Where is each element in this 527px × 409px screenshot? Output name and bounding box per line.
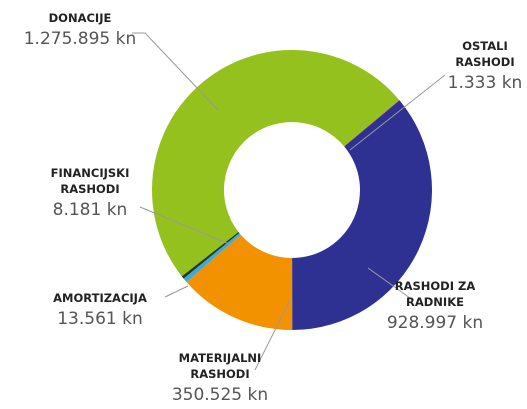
value-label: 1.275.895 kn [23,29,137,49]
value-label: 928.997 kn [386,313,484,333]
category-label: FINANCIJSKI RASHODI [50,166,130,196]
donut-slice [181,231,240,279]
slice-label: AMORTIZACIJA 13.561 kn [30,290,170,329]
value-label: 8.181 kn [52,200,128,220]
leader-line [164,285,189,298]
leader-line [367,267,411,299]
category-label: AMORTIZACIJA [53,291,147,305]
value-label: 350.525 kn [171,385,269,405]
slice-label: MATERIJALNI RASHODI 350.525 kn [150,350,290,405]
slice-label: FINANCIJSKI RASHODI 8.181 kn [30,165,150,220]
donut-slice [292,100,433,330]
category-label: RASHODI ZA RADNIKE [394,279,476,309]
donut-slice [186,234,293,330]
donut-slice [344,100,400,147]
value-label: 13.561 kn [57,309,143,329]
donut-slice [183,233,241,283]
category-label: MATERIJALNI RASHODI [178,351,262,381]
value-label: 1.333 kn [447,73,523,93]
donut-slice [152,50,400,277]
category-label: OSTALI RASHODI [455,39,515,69]
leader-line [139,206,235,247]
slice-label: OSTALI RASHODI 1.333 kn [440,38,527,93]
leader-line [254,299,291,371]
category-label: DONACIJE [48,11,112,25]
slice-label: RASHODI ZA RADNIKE 928.997 kn [350,278,520,333]
slice-label: DONACIJE 1.275.895 kn [10,10,150,49]
leader-line [132,32,219,111]
leader-line [349,74,446,151]
